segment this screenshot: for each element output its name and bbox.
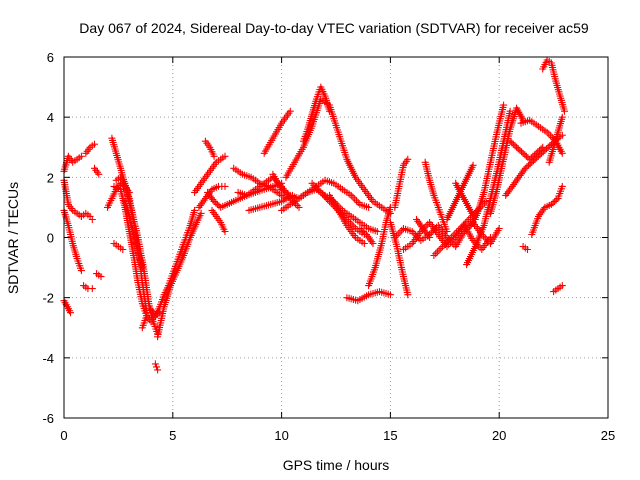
data-point-markers: [121, 197, 146, 272]
data-series: [60, 297, 74, 317]
data-point-markers: [77, 209, 96, 223]
y-tick-label: 4: [47, 110, 54, 125]
data-series: [413, 216, 434, 241]
axis-ticks: 0 5 10 15 20 25 -6 -4 -2 0 2 4 6: [42, 50, 615, 443]
data-point-markers: [260, 107, 294, 157]
data-point-markers: [147, 306, 164, 320]
data-point-markers: [550, 282, 566, 296]
data-series: [545, 113, 566, 166]
data-point-markers: [245, 191, 296, 214]
data-point-markers: [391, 155, 412, 211]
data-series: [151, 360, 162, 374]
data-point-markers: [82, 140, 98, 157]
data-series: [147, 306, 164, 320]
data-series: [104, 179, 133, 211]
data-series: [550, 282, 566, 296]
data-point-markers: [191, 152, 229, 196]
y-tick-label: -6: [42, 411, 54, 426]
data-series: [421, 158, 451, 235]
data-series: [91, 164, 103, 178]
x-tick-label: 20: [492, 428, 506, 443]
data-point-markers: [104, 179, 133, 211]
data-series: [506, 137, 547, 163]
data-point-markers: [201, 137, 218, 160]
data-series: [82, 140, 98, 157]
data-point-markers: [154, 209, 205, 341]
data-point-markers: [545, 113, 566, 166]
data-points: [60, 56, 568, 374]
data-point-markers: [356, 225, 377, 247]
x-tick-label: 0: [60, 428, 67, 443]
data-point-markers: [343, 288, 394, 305]
y-tick-label: -4: [42, 351, 54, 366]
y-tick-label: 6: [47, 50, 54, 65]
data-point-markers: [519, 243, 531, 253]
data-series: [539, 56, 568, 115]
data-point-markers: [80, 282, 96, 293]
data-point-markers: [506, 137, 547, 163]
data-point-markers: [463, 107, 514, 269]
data-series: [191, 152, 229, 196]
data-point-markers: [299, 83, 333, 145]
data-point-markers: [208, 206, 229, 235]
data-series: [208, 206, 229, 235]
data-point-markers: [421, 158, 451, 235]
data-point-markers: [91, 164, 103, 178]
data-series: [519, 243, 531, 253]
data-series: [528, 182, 566, 238]
data-point-markers: [487, 104, 527, 217]
data-series: [452, 179, 479, 223]
data-series: [343, 288, 394, 305]
x-tick-label: 15: [383, 428, 397, 443]
data-point-markers: [467, 101, 508, 229]
chart-title: Day 067 of 2024, Sidereal Day-to-day VTE…: [79, 20, 589, 36]
data-point-markers: [151, 360, 162, 374]
x-axis-label: GPS time / hours: [283, 457, 390, 473]
data-point-markers: [326, 191, 368, 247]
data-series: [326, 191, 368, 247]
y-axis-label: SDTVAR / TECUs: [5, 182, 21, 294]
data-series: [487, 104, 527, 217]
data-point-markers: [528, 182, 566, 238]
data-series: [356, 225, 377, 247]
data-series: [391, 155, 412, 211]
data-series: [260, 107, 294, 157]
data-series: [463, 107, 514, 269]
x-tick-label: 10: [274, 428, 288, 443]
x-tick-label: 5: [169, 428, 176, 443]
grid: [64, 57, 608, 418]
data-series: [365, 203, 394, 290]
y-tick-label: 2: [47, 170, 54, 185]
data-series: [110, 240, 127, 253]
data-series: [299, 83, 333, 145]
data-series: [154, 209, 205, 341]
data-point-markers: [539, 56, 568, 115]
data-series: [93, 270, 105, 281]
y-tick-label: 0: [47, 231, 54, 246]
data-point-markers: [413, 216, 434, 241]
x-tick-label: 25: [601, 428, 615, 443]
data-series: [80, 282, 96, 293]
y-tick-label: -2: [42, 291, 54, 306]
data-series: [121, 197, 146, 272]
data-series: [245, 191, 296, 214]
data-point-markers: [365, 203, 394, 290]
data-series: [201, 137, 218, 160]
data-point-markers: [110, 240, 127, 253]
data-series: [467, 101, 508, 229]
data-point-markers: [452, 179, 479, 223]
data-series: [77, 209, 96, 223]
data-point-markers: [93, 270, 105, 281]
data-point-markers: [60, 297, 74, 317]
